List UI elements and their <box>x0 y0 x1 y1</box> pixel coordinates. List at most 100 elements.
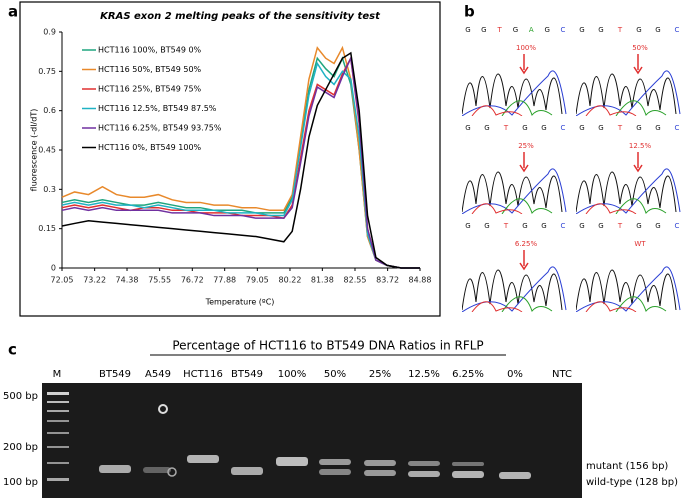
chromatogram <box>462 168 567 214</box>
x-tick-label: 83.72 <box>376 276 399 285</box>
base-call: G <box>579 222 584 230</box>
legend-label: HCT116 12.5%, BT549 87.5% <box>98 104 217 113</box>
y-tick-label: 0.45 <box>38 146 56 155</box>
y-tick-label: 0 <box>51 264 56 273</box>
x-tick-label: 79.05 <box>246 276 269 285</box>
base-call: G <box>636 124 641 132</box>
x-tick-label: 74.38 <box>116 276 139 285</box>
base-call: G <box>544 26 549 34</box>
lane-label: A549 <box>145 369 171 380</box>
ladder <box>47 392 69 481</box>
mutation-annotation: 50% <box>632 44 648 52</box>
y-tick-label: 0.75 <box>38 67 56 76</box>
x-tick-label: 80.22 <box>279 276 302 285</box>
y-tick-label: 0.6 <box>43 106 56 115</box>
base-call: G <box>465 26 470 34</box>
base-call: T <box>503 124 509 132</box>
base-call: C <box>675 222 680 230</box>
legend-label: HCT116 100%, BT549 0% <box>98 46 202 55</box>
size-label: 200 bp <box>3 442 38 453</box>
legend-label: HCT116 6.25%, BT549 93.75% <box>98 124 222 133</box>
base-call: T <box>497 26 503 34</box>
y-tick-label: 0.15 <box>38 224 56 233</box>
y-axis-label: fluorescence (-dI/dT) <box>30 109 39 192</box>
arrow-head <box>633 164 643 173</box>
legend-label: HCT116 50%, BT549 50% <box>98 65 202 74</box>
lane-label: M <box>53 369 62 380</box>
series-line <box>61 55 420 269</box>
panel-label: b <box>464 3 475 21</box>
lane-label: 12.5% <box>408 369 440 380</box>
base-call: G <box>598 124 603 132</box>
band-label: wild-type (128 bp) <box>586 477 678 488</box>
lane-label: HCT116 <box>183 369 223 380</box>
base-call: C <box>561 26 566 34</box>
chromatogram <box>576 70 681 116</box>
base-call: G <box>484 124 489 132</box>
base-call: G <box>655 124 660 132</box>
lane-label: BT549 <box>231 369 263 380</box>
series-line <box>61 45 420 269</box>
x-tick-label: 81.38 <box>311 276 334 285</box>
base-call: G <box>541 124 546 132</box>
x-tick-label: 82.55 <box>344 276 367 285</box>
mutation-annotation: 100% <box>516 44 536 52</box>
chromatogram <box>462 70 567 116</box>
lane-label: 6.25% <box>452 369 484 380</box>
gel <box>42 383 582 498</box>
series-line <box>61 61 420 269</box>
lane-label: 25% <box>369 369 391 380</box>
base-call: G <box>484 222 489 230</box>
mutation-annotation: 12.5% <box>629 142 652 150</box>
base-call: G <box>465 124 470 132</box>
mutation-annotation: 25% <box>518 142 534 150</box>
lane-label: BT549 <box>99 369 131 380</box>
chromatogram <box>462 266 567 312</box>
base-call: G <box>598 26 603 34</box>
mutation-annotation: 6.25% <box>515 240 538 248</box>
base-call: C <box>561 222 566 230</box>
x-tick-label: 75.55 <box>148 276 171 285</box>
lane-label: NTC <box>552 369 572 380</box>
x-tick-label: 76.72 <box>181 276 204 285</box>
chart-title: KRAS exon 2 melting peaks of the sensiti… <box>100 11 381 22</box>
arrow-head <box>519 164 529 173</box>
chromatogram <box>576 266 681 312</box>
mutation-annotation: WT <box>634 240 646 248</box>
base-call: G <box>541 222 546 230</box>
x-tick-label: 84.88 <box>409 276 432 285</box>
lane-label: 100% <box>278 369 307 380</box>
arrow-head <box>633 66 643 75</box>
x-tick-label: 77.88 <box>213 276 236 285</box>
base-call: C <box>675 26 680 34</box>
base-call: G <box>513 26 518 34</box>
base-call: G <box>636 222 641 230</box>
y-tick-label: 0.3 <box>43 185 56 194</box>
lane-label: 0% <box>507 369 523 380</box>
gel-bands <box>99 404 531 479</box>
base-call: G <box>522 222 527 230</box>
base-call: G <box>579 124 584 132</box>
band-label: mutant (156 bp) <box>586 461 668 472</box>
base-call: T <box>617 26 623 34</box>
base-call: A <box>529 26 534 34</box>
arrow-head <box>519 262 529 271</box>
chromatogram <box>576 168 681 214</box>
legend-label: HCT116 25%, BT549 75% <box>98 85 202 94</box>
x-tick-label: 73.22 <box>83 276 106 285</box>
size-label: 500 bp <box>3 391 38 402</box>
base-call: G <box>522 124 527 132</box>
panel-label: c <box>8 341 17 359</box>
panel-label: a <box>8 3 18 21</box>
size-label: 100 bp <box>3 477 38 488</box>
base-call: G <box>636 26 641 34</box>
base-call: C <box>675 124 680 132</box>
arrow-head <box>519 66 529 75</box>
legend-label: HCT116 0%, BT549 100% <box>98 143 202 152</box>
base-call: G <box>481 26 486 34</box>
base-call: T <box>503 222 509 230</box>
lane-label: 50% <box>324 369 346 380</box>
base-call: G <box>598 222 603 230</box>
base-call: G <box>465 222 470 230</box>
